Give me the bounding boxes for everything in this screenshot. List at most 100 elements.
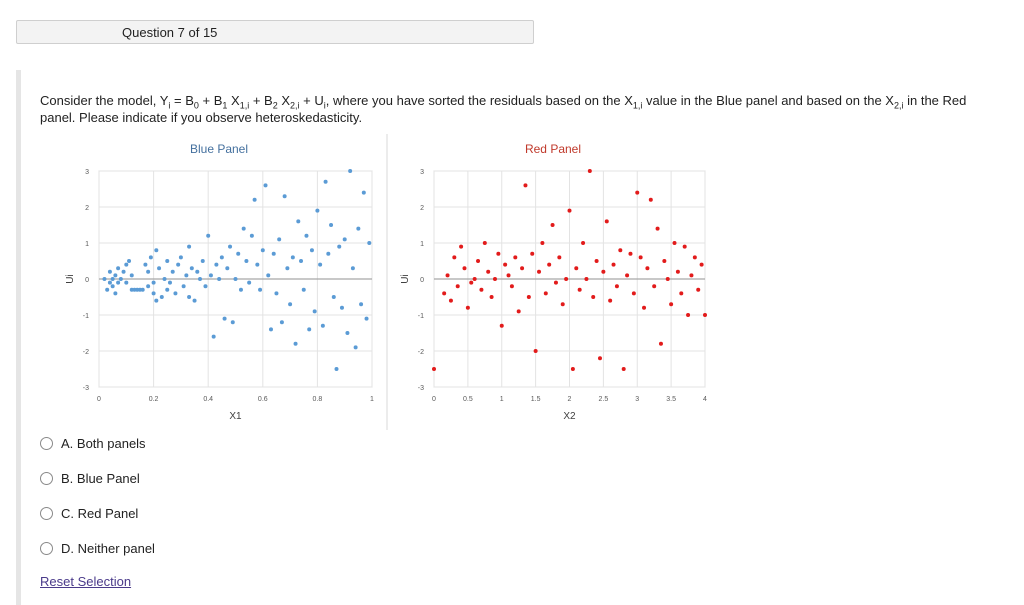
blue-data-point <box>200 259 205 263</box>
blue-data-point <box>157 266 162 271</box>
answer-option-a[interactable]: A. Both panels <box>40 434 220 452</box>
blue-data-point <box>195 269 200 274</box>
red-y-tick-label: 3 <box>420 169 424 176</box>
blue-y-tick-label: 2 <box>85 205 89 212</box>
blue-data-point <box>331 295 336 299</box>
red-y-tick-label: 0 <box>420 277 424 284</box>
blue-data-point <box>176 262 181 267</box>
red-data-point <box>628 251 633 256</box>
red-data-point <box>625 273 630 278</box>
blue-data-point <box>359 302 364 307</box>
question-counter: Question 7 of 15 <box>122 25 218 40</box>
radio-circle-icon[interactable] <box>40 436 53 450</box>
answer-option-c[interactable]: C. Red Panel <box>40 504 220 522</box>
red-data-point <box>645 266 650 271</box>
blue-y-tick-label: 0 <box>85 277 89 284</box>
blue-data-point <box>181 284 186 289</box>
red-data-point <box>560 302 565 307</box>
blue-data-point <box>162 277 167 281</box>
red-data-point <box>672 241 677 245</box>
blue-data-point <box>241 226 246 231</box>
blue-data-point <box>113 273 118 278</box>
blue-data-point <box>312 309 317 314</box>
blue-panel-title: Blue Panel <box>190 142 248 156</box>
red-data-point <box>499 323 504 328</box>
blue-data-point <box>337 244 342 249</box>
blue-data-point <box>320 323 325 328</box>
answer-label: A. Both panels <box>61 435 146 451</box>
red-data-point <box>597 356 602 361</box>
reset-selection-link[interactable]: Reset Selection <box>40 574 132 589</box>
red-data-point <box>611 262 616 267</box>
blue-data-point <box>165 259 170 263</box>
blue-data-point <box>217 277 222 281</box>
blue-data-point <box>238 287 243 292</box>
blue-data-point <box>315 208 320 213</box>
red-data-point <box>570 367 575 371</box>
red-data-point <box>543 291 548 296</box>
blue-data-point <box>301 287 306 292</box>
red-x-tick-label: 0 <box>432 396 436 403</box>
red-x-tick-label: 1 <box>500 396 504 403</box>
blue-data-point <box>236 251 241 256</box>
blue-data-point <box>187 295 192 299</box>
red-y-tick-label: -2 <box>418 349 424 356</box>
red-data-point <box>567 208 572 213</box>
blue-data-point <box>268 327 273 332</box>
blue-data-point <box>285 266 290 271</box>
blue-data-point <box>309 248 314 253</box>
blue-data-point <box>192 298 197 303</box>
blue-data-point <box>146 269 151 274</box>
red-data-point <box>608 298 613 303</box>
red-data-point <box>662 259 667 263</box>
blue-data-point <box>348 169 353 173</box>
blue-data-point <box>151 280 156 285</box>
red-x-tick-label: 3 <box>635 396 639 403</box>
red-data-point <box>648 197 653 202</box>
red-data-point <box>432 367 436 371</box>
red-data-point <box>445 273 450 278</box>
blue-data-point <box>110 284 115 289</box>
blue-data-point <box>203 284 208 289</box>
blue-data-point <box>361 190 366 195</box>
red-data-point <box>692 255 697 260</box>
blue-data-point <box>211 334 216 339</box>
red-panel-title: Red Panel <box>525 142 581 156</box>
blue-panel-chart: 0 0.2 0.4 0.6 0.8 1 -3 -2 -1 0 1 2 3 Blue Panel X1 Ui <box>65 142 374 422</box>
radio-circle-icon[interactable] <box>40 471 53 485</box>
blue-data-point <box>364 316 369 321</box>
red-data-point <box>489 295 494 299</box>
red-data-point <box>581 241 586 245</box>
red-x-tick-label: 2 <box>568 396 572 403</box>
blue-data-point <box>293 341 298 346</box>
blue-data-point <box>208 273 213 278</box>
radio-circle-icon[interactable] <box>40 541 53 555</box>
blue-data-point <box>154 298 159 303</box>
blue-data-point <box>143 262 148 267</box>
red-data-point <box>540 241 545 245</box>
red-data-point <box>618 248 623 253</box>
red-x-tick-label: 4 <box>703 396 707 403</box>
answer-option-d[interactable]: D. Neither panel <box>40 539 220 557</box>
red-data-point <box>509 284 514 289</box>
answer-label: B. Blue Panel <box>61 470 140 486</box>
red-data-point <box>492 277 497 281</box>
blue-data-point <box>274 291 279 296</box>
red-data-point <box>638 255 643 260</box>
blue-data-point <box>334 367 339 371</box>
blue-data-point <box>290 255 295 260</box>
blue-y-tick-label: -1 <box>83 313 89 320</box>
blue-data-point <box>356 226 361 231</box>
red-data-point <box>455 284 460 289</box>
question-header: Question 7 of 15 <box>16 20 534 44</box>
blue-x-tick-label: 0 <box>97 396 101 403</box>
red-data-point <box>523 183 528 188</box>
red-data-point <box>513 255 518 260</box>
answer-option-b[interactable]: B. Blue Panel <box>40 469 220 487</box>
red-data-point <box>465 305 470 310</box>
blue-data-point <box>225 266 230 271</box>
radio-circle-icon[interactable] <box>40 506 53 520</box>
red-data-point <box>537 269 542 274</box>
red-data-point <box>614 284 619 289</box>
blue-data-point <box>198 277 203 281</box>
